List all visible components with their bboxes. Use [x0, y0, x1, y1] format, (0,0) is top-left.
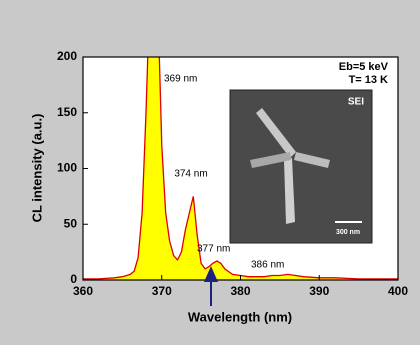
y-tick-label: 150 — [57, 105, 77, 119]
y-tick-label: 200 — [57, 49, 77, 63]
inset-background — [230, 90, 372, 243]
y-tick-label: 50 — [64, 216, 78, 230]
x-tick-label: 400 — [388, 284, 408, 298]
y-tick-label: 100 — [57, 161, 77, 175]
annotation: 377 nm — [197, 244, 230, 255]
inset-image: SEI 300 nm — [230, 90, 372, 243]
x-tick-label: 360 — [73, 284, 93, 298]
chart: SEI 300 nm Wavelength (nm) CL intensity … — [0, 0, 420, 345]
x-tick-label: 390 — [309, 284, 329, 298]
annotation: 386 nm — [251, 260, 284, 271]
x-tick-label: 380 — [230, 284, 250, 298]
y-axis-label: CL intensity (a.u.) — [29, 114, 44, 223]
x-tick-label: 370 — [152, 284, 172, 298]
annotation: T= 13 K — [349, 74, 388, 86]
inset-label: SEI — [348, 97, 364, 108]
annotation: Eb=5 keV — [339, 61, 389, 73]
scale-bar-label: 300 nm — [336, 229, 360, 236]
y-tick-label: 0 — [70, 272, 77, 286]
x-axis-label: Wavelength (nm) — [188, 309, 292, 324]
annotation: 369 nm — [164, 74, 197, 85]
annotation: 374 nm — [174, 169, 207, 180]
